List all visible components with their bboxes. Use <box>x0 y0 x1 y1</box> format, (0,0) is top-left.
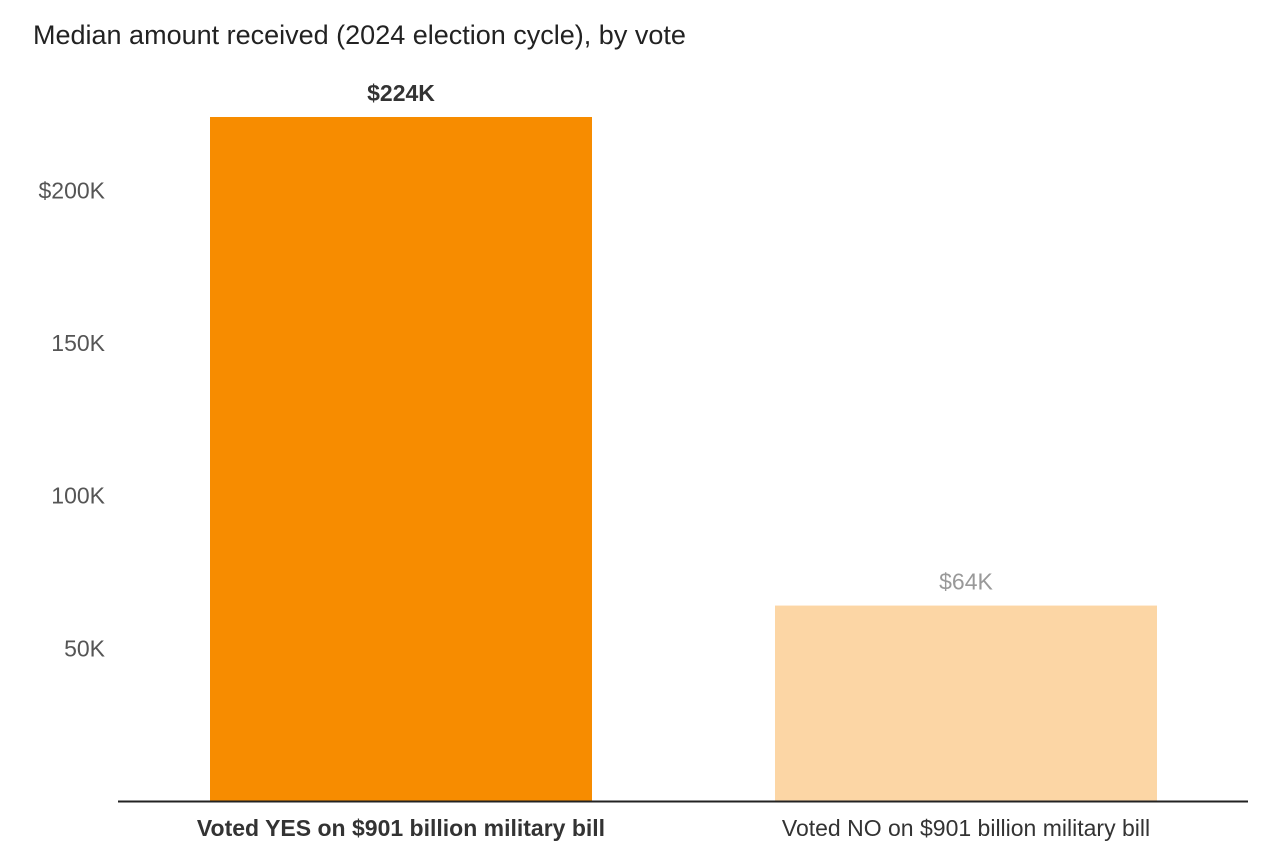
value-label-yes: $224K <box>367 80 435 106</box>
category-label-no: Voted NO on $901 billion military bill <box>782 815 1150 841</box>
bar-no <box>775 605 1157 801</box>
value-labels: $224K $64K <box>367 80 993 595</box>
chart-title: Median amount received (2024 election cy… <box>33 20 686 50</box>
y-tick-label: $200K <box>38 177 105 203</box>
bar-yes <box>210 117 592 801</box>
y-tick-label: 150K <box>51 330 105 356</box>
bars <box>210 117 1157 801</box>
y-tick-label: 50K <box>64 635 106 661</box>
category-label-yes: Voted YES on $901 billion military bill <box>197 815 605 841</box>
category-labels: Voted YES on $901 billion military bill V… <box>197 815 1150 841</box>
y-tick-label: 100K <box>51 483 105 509</box>
value-label-no: $64K <box>939 569 993 595</box>
y-axis-ticks: 50K 100K 150K $200K <box>38 177 105 661</box>
